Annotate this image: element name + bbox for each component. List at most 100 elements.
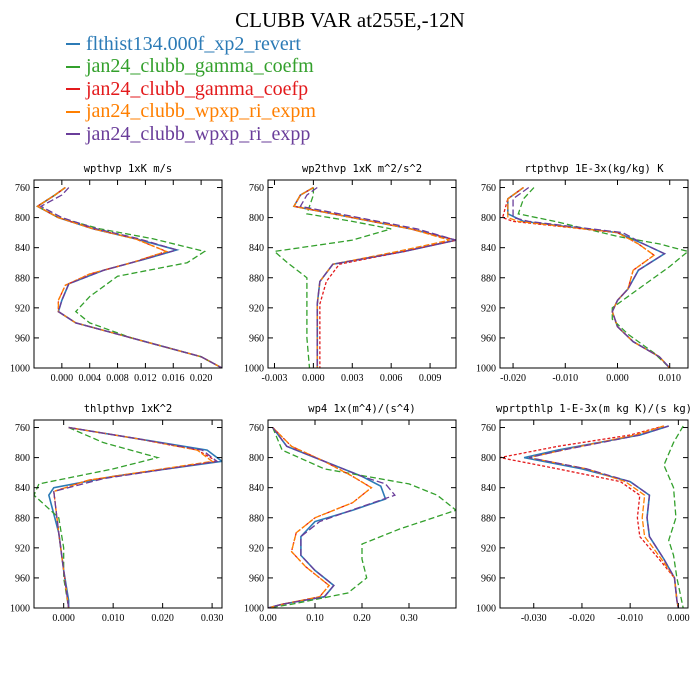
legend: flthist134.000f_xp2_revert jan24_clubb_g… — [66, 33, 316, 146]
y-tick-label: 880 — [481, 513, 496, 524]
y-tick-label: 1000 — [10, 364, 30, 375]
x-tick-label: -0.003 — [262, 373, 288, 384]
legend-item: jan24_clubb_gamma_coefp — [66, 78, 316, 101]
series-line — [517, 187, 688, 368]
plot-frame — [33, 419, 223, 609]
x-tick-label: 0.010 — [102, 613, 125, 624]
y-tick-label: 920 — [481, 303, 496, 314]
y-tick-label: 920 — [15, 543, 30, 554]
y-tick-label: 1000 — [10, 604, 30, 615]
y-tick-label: 960 — [15, 573, 30, 584]
series-line — [268, 427, 373, 608]
panel: wpthvp 1xK m/s 760 800 840 880 920 960 1000 0.00… — [10, 163, 223, 384]
y-tick-label: 840 — [481, 243, 496, 254]
series-line — [53, 426, 219, 608]
y-tick-label: 1000 — [244, 364, 264, 375]
y-tick-label: 840 — [15, 483, 30, 494]
x-tick-label: 0.006 — [380, 373, 403, 384]
y-tick-label: 840 — [481, 483, 496, 494]
y-tick-label: 920 — [249, 543, 264, 554]
y-tick-label: 760 — [249, 183, 264, 194]
x-tick-label: 0.20 — [353, 613, 371, 624]
series-line — [268, 427, 373, 608]
x-tick-label: 0.010 — [658, 373, 681, 384]
panel-title: wprtpthlp 1-E-3x(m kg K)/(s kg) — [496, 403, 692, 415]
panel-title: rtpthvp 1E-3x(kg/kg) K — [524, 163, 664, 175]
x-tick-label: 0.000 — [52, 613, 75, 624]
series-line — [507, 186, 671, 368]
series-line — [292, 186, 456, 368]
y-tick-label: 800 — [481, 453, 496, 464]
series-line — [507, 186, 671, 368]
x-tick-label: -0.020 — [569, 613, 595, 624]
series-line — [39, 187, 222, 368]
panel-title: wp2thvp 1xK m^2/s^2 — [302, 163, 422, 175]
legend-label: flthist134.000f_xp2_revert — [86, 32, 301, 55]
panel: wp2thvp 1xK m^2/s^2 760 800 840 880 920 960 100… — [244, 163, 457, 384]
x-tick-label: 0.00 — [259, 613, 277, 624]
panel: wprtpthlp 1-E-3x(m kg K)/(s kg)760 800 840… — [476, 403, 692, 624]
y-tick-label: 960 — [249, 333, 264, 344]
series-line — [501, 186, 671, 368]
x-tick-label: 0.000 — [667, 613, 690, 624]
x-tick-label: -0.010 — [552, 373, 578, 384]
panel: thlpthvp 1xK^2 760 800 840 880 920 960 1000 0.00… — [10, 403, 223, 624]
x-tick-label: 0.000 — [606, 373, 629, 384]
legend-swatch — [66, 110, 80, 113]
y-tick-label: 960 — [481, 333, 496, 344]
y-tick-label: 1000 — [476, 604, 496, 615]
legend-swatch — [66, 133, 80, 136]
plot-frame — [33, 179, 223, 369]
x-tick-label: 0.008 — [106, 373, 129, 384]
y-tick-label: 760 — [249, 423, 264, 434]
y-tick-label: 760 — [15, 183, 30, 194]
legend-swatch — [66, 65, 80, 68]
y-tick-label: 800 — [249, 453, 264, 464]
series-line — [53, 426, 214, 608]
x-tick-label: 0.000 — [302, 373, 325, 384]
legend-swatch — [66, 43, 80, 46]
legend-label: jan24_clubb_gamma_coefp — [86, 77, 309, 100]
series-line — [663, 425, 684, 608]
panel-title: thlpthvp 1xK^2 — [84, 403, 173, 415]
x-tick-label: 0.004 — [78, 373, 101, 384]
series-line — [500, 425, 679, 608]
x-tick-label: 0.30 — [400, 613, 418, 624]
y-tick-label: 840 — [249, 483, 264, 494]
series-line — [35, 186, 222, 368]
legend-item: jan24_clubb_wpxp_ri_expp — [66, 123, 316, 146]
y-tick-label: 880 — [481, 273, 496, 284]
series-line — [36, 186, 222, 368]
series-line — [268, 427, 397, 608]
y-tick-label: 920 — [15, 303, 30, 314]
series-line — [272, 187, 392, 368]
plot-frame — [499, 179, 689, 369]
panel-title: wpthvp 1xK m/s — [84, 163, 173, 175]
x-tick-label: 0.030 — [201, 613, 224, 624]
x-tick-label: -0.020 — [500, 373, 526, 384]
x-tick-label: 0.020 — [151, 613, 174, 624]
series-line — [268, 427, 387, 608]
legend-item: jan24_clubb_gamma_coefm — [66, 55, 316, 79]
y-tick-label: 760 — [15, 423, 30, 434]
series-line — [36, 186, 222, 368]
x-tick-label: -0.010 — [617, 613, 643, 624]
y-tick-label: 920 — [249, 303, 264, 314]
y-tick-label: 800 — [481, 213, 496, 224]
x-tick-label: 0.003 — [341, 373, 364, 384]
y-tick-label: 880 — [15, 273, 30, 284]
panel: rtpthvp 1E-3x(kg/kg) K 760 800 840 880 920 960… — [476, 163, 689, 384]
y-tick-label: 840 — [249, 243, 264, 254]
y-tick-label: 880 — [249, 513, 264, 524]
y-tick-label: 960 — [249, 573, 264, 584]
legend-label: jan24_clubb_wpxp_ri_expm — [86, 100, 316, 123]
x-tick-label: 0.020 — [190, 373, 213, 384]
plot-frame — [267, 179, 457, 369]
y-tick-label: 960 — [15, 333, 30, 344]
x-tick-label: 0.016 — [162, 373, 185, 384]
y-tick-label: 960 — [481, 573, 496, 584]
series-line — [34, 426, 161, 608]
y-tick-label: 880 — [15, 513, 30, 524]
legend-swatch — [66, 88, 80, 91]
